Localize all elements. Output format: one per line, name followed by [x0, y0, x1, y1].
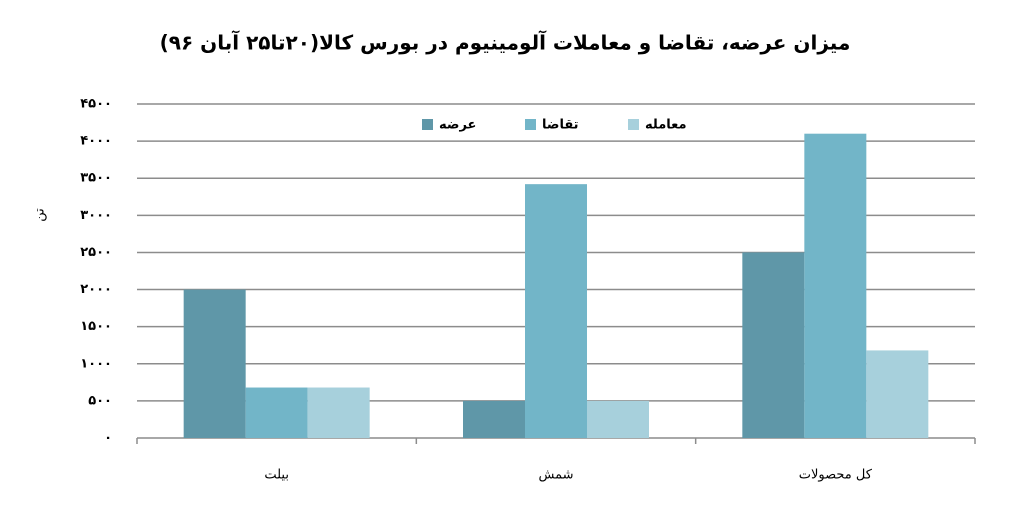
bar: [525, 184, 587, 438]
bar: [742, 252, 805, 438]
bar: [804, 133, 867, 438]
y-axis-label: تن: [33, 208, 48, 222]
bar: [183, 289, 246, 438]
x-tick-label: کل محصولات: [799, 468, 873, 483]
legend-swatch: [422, 119, 433, 130]
y-tick-label: ۱۵۰۰: [80, 319, 112, 334]
x-tick-label: بیلت: [264, 468, 289, 483]
legend-swatch: [628, 119, 639, 130]
bar: [463, 400, 525, 438]
legend-swatch: [525, 119, 536, 130]
y-tick-label: ۴۵۰۰: [80, 97, 112, 112]
legend-label: عرضه: [439, 118, 476, 133]
bar: [587, 400, 649, 438]
legend-label: تقاضا: [542, 118, 579, 133]
bar: [245, 387, 308, 438]
y-tick-label: ۵۰۰: [88, 393, 112, 408]
x-tick-label: شمش: [539, 468, 574, 483]
y-tick-label: ۲۰۰۰: [80, 282, 112, 297]
y-tick-label: ۰: [104, 431, 112, 446]
bar: [307, 387, 370, 438]
y-tick-label: ۳۰۰۰: [80, 208, 112, 223]
chart-title: میزان عرضه، تقاضا و معاملات آلومینیوم در…: [160, 30, 851, 55]
y-tick-label: ۱۰۰۰: [80, 356, 112, 371]
y-tick-label: ۲۵۰۰: [80, 245, 112, 260]
y-tick-label: ۴۰۰۰: [80, 134, 112, 149]
legend-label: معامله: [645, 118, 687, 133]
bar: [866, 350, 929, 438]
y-tick-label: ۳۵۰۰: [80, 171, 112, 186]
